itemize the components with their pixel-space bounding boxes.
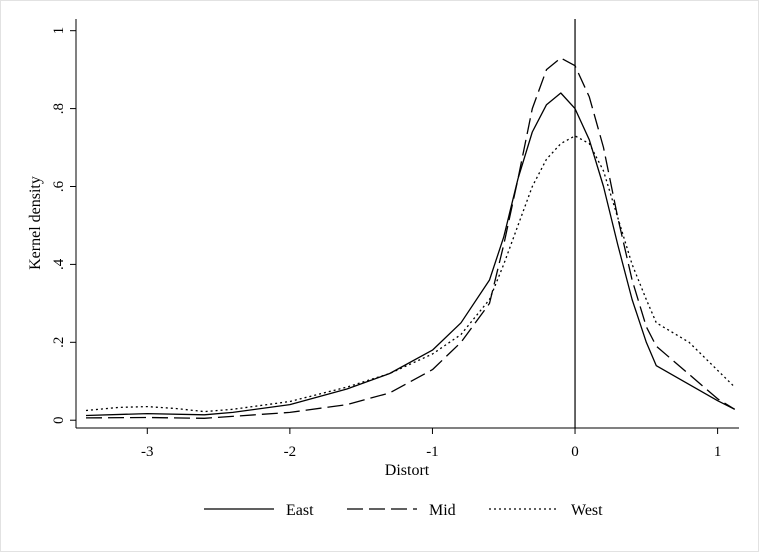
x-tick-label: -1 bbox=[426, 444, 439, 460]
y-axis-title: Kernel density bbox=[27, 176, 44, 270]
y-tick-label: .2 bbox=[51, 337, 67, 348]
y-tick-label: .6 bbox=[51, 180, 67, 192]
y-tick-label: 1 bbox=[51, 27, 67, 35]
x-tick-label: -2 bbox=[284, 444, 297, 460]
y-tick-label: .4 bbox=[51, 258, 67, 270]
x-tick-label: 0 bbox=[571, 444, 579, 460]
legend: East Mid West bbox=[204, 502, 603, 519]
series-lines-group bbox=[85, 57, 736, 419]
x-axis-title: Distort bbox=[385, 462, 430, 479]
legend-label-east: East bbox=[286, 502, 314, 519]
series-line-west bbox=[85, 135, 736, 413]
legend-label-mid: Mid bbox=[429, 502, 456, 519]
axes-group bbox=[75, 19, 739, 429]
x-tick-label: 1 bbox=[714, 444, 722, 460]
series-line-east bbox=[85, 92, 735, 417]
y-tick-label: .8 bbox=[51, 103, 67, 114]
y-tick-label: 0 bbox=[51, 416, 67, 424]
legend-label-west: West bbox=[571, 502, 603, 519]
ticks-group: -3 -2 -1 0 1 0 .2 .4 .6 .8 1 bbox=[51, 27, 721, 460]
x-tick-label: -3 bbox=[141, 444, 154, 460]
series-line-mid bbox=[85, 57, 736, 419]
